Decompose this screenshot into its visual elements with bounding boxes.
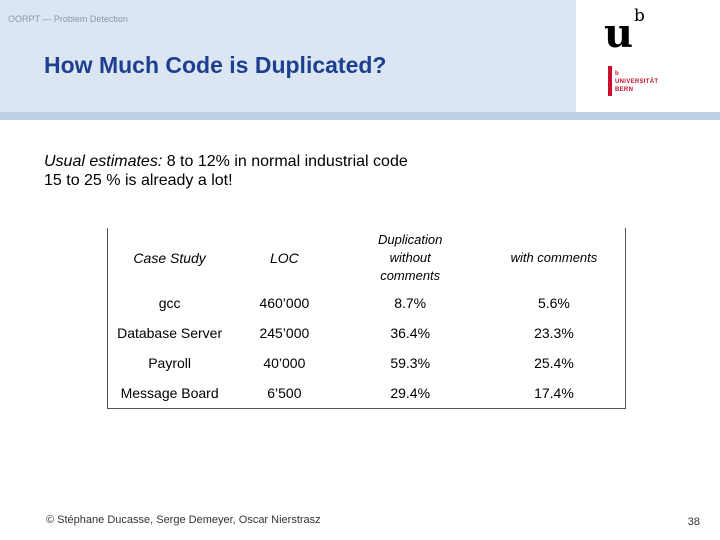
logo-university-text: b UNIVERSITÄT BERN: [608, 70, 675, 94]
cell-with-comments: 25.4%: [534, 355, 574, 371]
slide-title: How Much Code is Duplicated?: [44, 52, 387, 78]
cell-loc: 40’000: [263, 355, 306, 371]
logo-red-bar: [608, 66, 612, 96]
table-row: Message Board 6’500 29.4% 17.4%: [108, 378, 626, 409]
cell-without-comments: 29.4%: [390, 385, 431, 401]
table-row: Database Server 245’000 36.4% 23.3%: [108, 318, 626, 348]
logo-letter-u: u: [604, 10, 634, 57]
header-duplication-without-comments: Duplication without comments: [378, 232, 443, 283]
cell-case-study: Message Board: [120, 385, 219, 401]
header-band: [0, 0, 576, 112]
footer-credits: © Stéphane Ducasse, Serge Demeyer, Oscar…: [46, 514, 321, 526]
page-number: 38: [687, 516, 700, 528]
table-header-row: Case Study LOC Duplication without comme…: [108, 228, 626, 288]
intro-label: Usual estimates:: [44, 153, 163, 170]
intro-text: Usual estimates: 8 to 12% in normal indu…: [44, 152, 408, 190]
logo-line-b: b: [615, 71, 619, 77]
table-row: Payroll 40’000 59.3% 25.4%: [108, 348, 626, 378]
logo-line-bern: BERN: [615, 87, 634, 93]
header-case-study: Case Study: [133, 250, 206, 266]
duplication-table: Case Study LOC Duplication without comme…: [107, 228, 626, 409]
cell-with-comments: 23.3%: [534, 325, 574, 341]
header-rule: [0, 112, 720, 120]
cell-without-comments: 59.3%: [390, 355, 431, 371]
table-row: gcc 460’000 8.7% 5.6%: [108, 288, 626, 318]
university-logo: u b b UNIVERSITÄT BERN: [598, 6, 708, 102]
logo-line-universitat: UNIVERSITÄT: [615, 79, 659, 85]
cell-without-comments: 8.7%: [394, 295, 427, 311]
cell-with-comments: 17.4%: [534, 385, 574, 401]
header-loc: LOC: [269, 250, 299, 266]
breadcrumb: OORPT — Problem Detection: [8, 14, 128, 24]
cell-case-study: gcc: [158, 295, 181, 311]
header-with-comments: with comments: [510, 250, 598, 265]
intro-line-2: 15 to 25 % is already a lot!: [44, 172, 233, 189]
cell-case-study: Database Server: [117, 325, 223, 341]
cell-loc: 460’000: [259, 295, 310, 311]
cell-loc: 6’500: [267, 385, 302, 401]
logo-superscript-b: b: [634, 6, 645, 26]
cell-loc: 245’000: [259, 325, 310, 341]
cell-with-comments: 5.6%: [537, 295, 570, 311]
intro-line-1-rest: 8 to 12% in normal industrial code: [162, 153, 408, 170]
intro-line-1: Usual estimates: 8 to 12% in normal indu…: [44, 152, 408, 171]
cell-without-comments: 36.4%: [390, 325, 431, 341]
cell-case-study: Payroll: [148, 355, 191, 371]
